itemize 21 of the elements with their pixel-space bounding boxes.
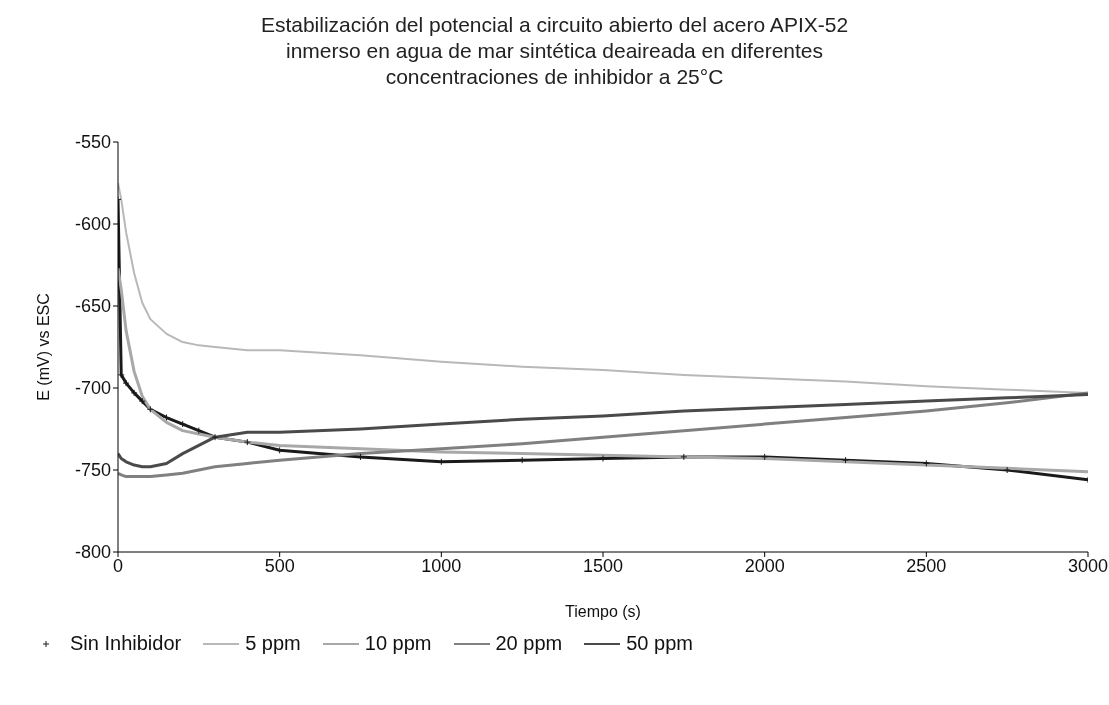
legend-label: 10 ppm [363,632,432,655]
y-tick-label: -550 [74,132,111,153]
y-tick-label: -700 [74,378,111,399]
legend-label: 5 ppm [244,632,301,655]
x-tick-label: 2500 [906,555,947,576]
y-tick-label: -600 [74,214,111,235]
legend-label: 20 ppm [494,632,563,655]
x-tick-label: 1500 [582,555,624,576]
y-tick-label: -800 [74,542,111,563]
legend-label: 50 ppm [625,632,693,655]
x-tick-label: 0 [112,555,124,576]
y-tick-label: -750 [74,460,111,481]
x-axis-title: Tiempo (s) [565,603,641,620]
legend-label: Sin Inhibidor [69,632,182,655]
chart-title: Estabilización del potencial a circuito abierto del acero APIX-52 inmerso en agua de mar sintética deaireada en diferentes concentraciones de inhibidor a 25°C [259,12,850,90]
y-tick-label: -650 [74,296,111,317]
x-tick-label: 3000 [1067,555,1109,576]
x-tick-label: 1000 [421,555,462,576]
y-axis-title: E (mV) vs ESC [34,293,52,401]
x-tick-label: 500 [264,555,295,576]
x-tick-label: 2000 [744,555,785,576]
